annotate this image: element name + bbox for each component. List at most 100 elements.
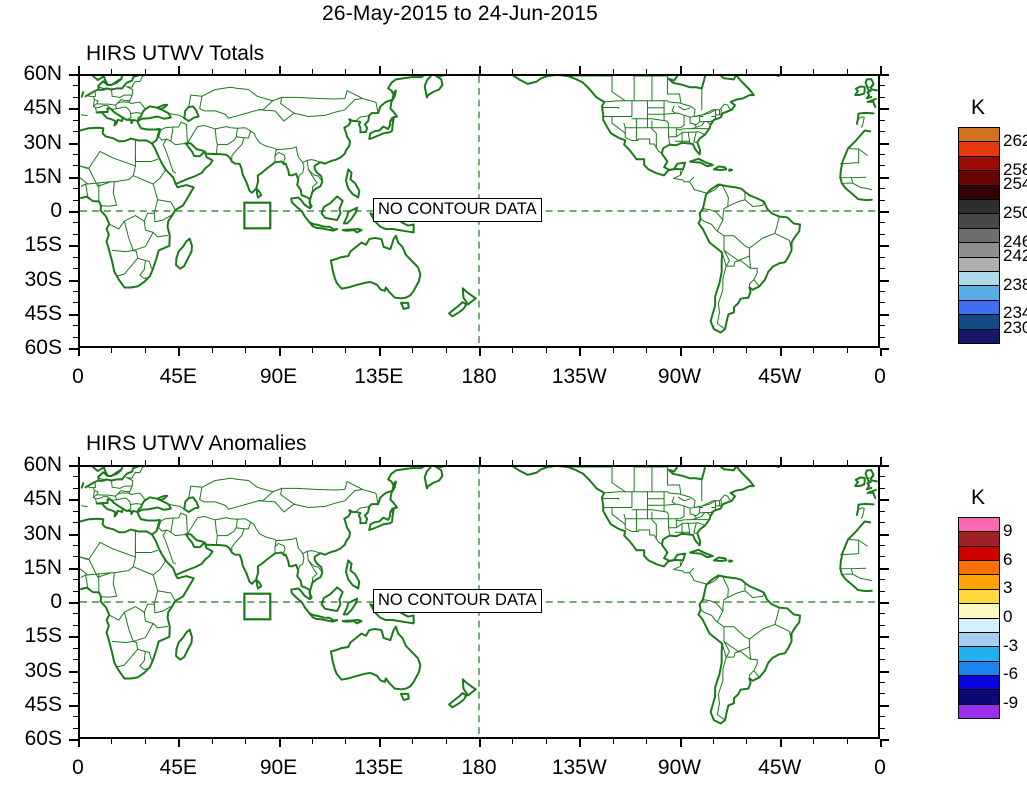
colorbar-band	[959, 257, 999, 273]
y-tick-minor	[880, 188, 885, 190]
x-tick-minor	[512, 69, 514, 74]
colorbar-band	[959, 561, 999, 576]
y-axis-label: 60N	[23, 62, 62, 85]
colorbar-band	[959, 243, 999, 258]
figure-title: 26-May-2015 to 24-Jun-2015	[321, 2, 599, 25]
y-tick-minor	[73, 233, 78, 235]
x-tick-minor	[712, 739, 714, 744]
x-tick-major	[880, 739, 882, 747]
colorbar-band	[959, 589, 999, 605]
colorbar-tick-label: -9	[1003, 692, 1019, 712]
colorbar-band	[959, 675, 999, 691]
x-tick-minor	[746, 348, 748, 353]
x-tick-major	[178, 66, 181, 74]
y-axis-label: 15S	[24, 624, 62, 648]
x-tick-minor	[512, 460, 514, 465]
y-tick-major	[69, 211, 78, 213]
y-tick-minor	[73, 579, 78, 581]
y-tick-major	[880, 348, 889, 350]
x-axis-label: 90W	[657, 756, 702, 779]
y-tick-minor	[73, 268, 78, 270]
y-tick-major	[880, 176, 889, 179]
x-tick-minor	[245, 348, 247, 353]
colorbar-band	[959, 704, 999, 719]
y-tick-minor	[880, 199, 885, 201]
x-tick-minor	[445, 460, 447, 465]
x-tick-minor	[712, 348, 714, 353]
y-tick-minor	[880, 659, 885, 661]
x-tick-minor	[545, 460, 547, 465]
colorbar-band	[959, 661, 999, 676]
colorbar-band	[959, 575, 999, 590]
y-tick-minor	[880, 510, 885, 512]
map-frame-totals	[78, 74, 880, 348]
x-tick-major	[378, 739, 381, 747]
x-tick-minor	[311, 739, 313, 744]
colorbar-band	[959, 329, 999, 344]
y-axis-label: 60S	[24, 336, 62, 359]
y-axis-label: 15N	[23, 555, 62, 579]
x-tick-minor	[311, 69, 313, 74]
y-tick-minor	[880, 222, 885, 224]
x-tick-minor	[345, 348, 347, 353]
region-box-marker	[243, 201, 272, 230]
y-tick-minor	[73, 302, 78, 304]
x-tick-minor	[412, 69, 414, 74]
y-tick-minor	[73, 487, 78, 489]
x-tick-minor	[545, 348, 547, 353]
y-tick-minor	[880, 556, 885, 558]
x-tick-minor	[211, 348, 213, 353]
x-tick-major	[479, 66, 481, 74]
x-tick-minor	[144, 460, 146, 465]
x-tick-minor	[813, 348, 815, 353]
panel-title-totals: HIRS UTWV Totals	[86, 42, 265, 65]
y-tick-minor	[880, 522, 885, 524]
y-tick-minor	[880, 165, 885, 167]
x-tick-minor	[612, 739, 614, 744]
y-tick-minor	[880, 96, 885, 98]
y-tick-major	[69, 602, 78, 604]
y-axis-label: 45S	[24, 692, 62, 716]
colorbar-tick-label: 258	[1003, 160, 1027, 179]
y-tick-minor	[880, 302, 885, 304]
colorbar-unit: K	[970, 96, 985, 119]
y-tick-major	[880, 142, 889, 145]
y-tick-minor	[73, 96, 78, 98]
x-tick-major	[679, 66, 682, 74]
x-tick-minor	[813, 460, 815, 465]
x-tick-minor	[746, 69, 748, 74]
y-tick-minor	[73, 647, 78, 649]
x-tick-minor	[311, 460, 313, 465]
y-tick-minor	[880, 579, 885, 581]
y-tick-minor	[880, 476, 885, 478]
x-tick-minor	[144, 739, 146, 744]
coastlines	[80, 76, 878, 334]
x-tick-major	[78, 457, 80, 465]
colorbar-band	[959, 518, 999, 533]
x-axis-label: 180	[461, 756, 497, 779]
x-tick-minor	[512, 739, 514, 744]
colorbar-totals	[958, 127, 1000, 344]
x-tick-minor	[245, 739, 247, 744]
y-axis-label: 45S	[24, 301, 62, 325]
x-tick-minor	[512, 348, 514, 353]
y-tick-minor	[73, 165, 78, 167]
y-tick-minor	[73, 325, 78, 327]
colorbar-tick-label: 6	[1003, 549, 1013, 569]
y-tick-major	[69, 245, 78, 248]
x-tick-minor	[746, 739, 748, 744]
y-tick-major	[880, 211, 889, 213]
y-tick-minor	[880, 681, 885, 683]
y-tick-major	[880, 465, 889, 467]
x-tick-minor	[111, 739, 113, 744]
y-tick-minor	[880, 131, 885, 133]
x-tick-minor	[545, 739, 547, 744]
y-tick-major	[880, 313, 889, 316]
y-axis-label: 30N	[23, 521, 62, 545]
x-axis-label: 45E	[159, 756, 197, 779]
colorbar-band	[959, 300, 999, 316]
y-tick-minor	[73, 727, 78, 729]
colorbar-band	[959, 185, 999, 201]
x-tick-major	[579, 739, 582, 747]
colorbar-band	[959, 532, 999, 547]
